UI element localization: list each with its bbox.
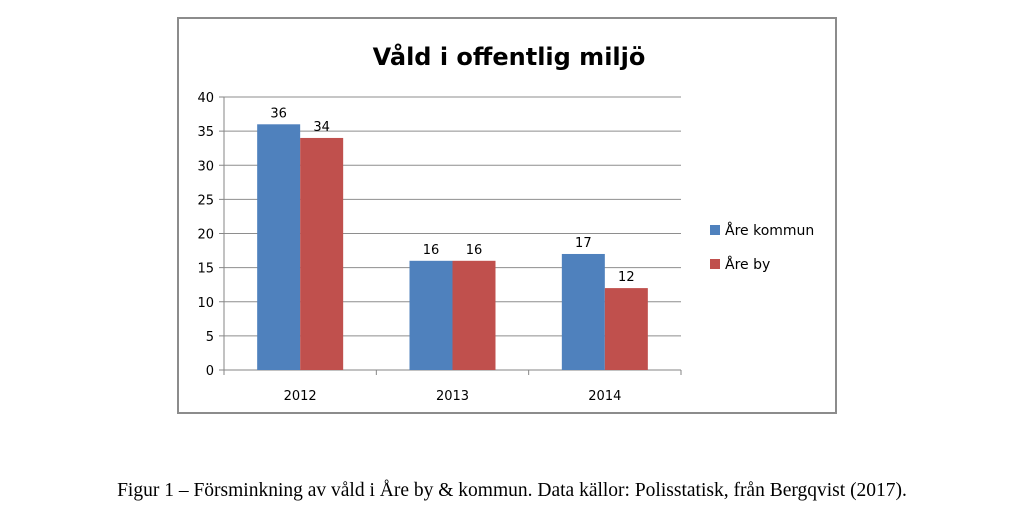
legend-label: Åre kommun xyxy=(725,222,814,239)
y-tick-label: 40 xyxy=(197,91,214,106)
x-tick-label: 2014 xyxy=(588,389,621,404)
data-label: 12 xyxy=(618,270,635,285)
data-label: 34 xyxy=(313,120,330,135)
y-tick-label: 35 xyxy=(197,125,214,140)
y-tick-label: 20 xyxy=(197,228,214,243)
bar-chart: Våld i offentlig miljö 0 5 10 15 20 25 30 35 40 3… xyxy=(197,42,814,404)
bar xyxy=(604,288,648,370)
bar xyxy=(561,253,605,370)
x-tick-label: 2013 xyxy=(436,389,469,404)
y-tick-label: 15 xyxy=(197,262,214,277)
bar xyxy=(300,137,344,370)
y-tick-label: 25 xyxy=(197,193,214,208)
bar xyxy=(409,260,453,370)
y-tick-label: 5 xyxy=(206,330,214,345)
data-label: 17 xyxy=(575,236,592,251)
figure-caption: Figur 1 – Försminkning av våld i Åre by … xyxy=(117,480,907,501)
y-tick-label: 30 xyxy=(197,159,214,174)
x-tick-label: 2012 xyxy=(284,389,317,404)
y-tick-label: 10 xyxy=(197,296,214,311)
legend-label: Åre by xyxy=(725,256,770,273)
legend-swatch xyxy=(710,225,720,235)
y-tick-label: 0 xyxy=(206,364,214,379)
data-label: 36 xyxy=(270,106,287,121)
data-label: 16 xyxy=(466,243,483,258)
chart-title: Våld i offentlig miljö xyxy=(373,42,646,71)
chart-frame: Våld i offentlig miljö 0 5 10 15 20 25 30 35 40 3… xyxy=(177,17,837,414)
bar xyxy=(452,260,496,370)
legend-swatch xyxy=(710,259,720,269)
data-label: 16 xyxy=(423,243,440,258)
bar xyxy=(257,124,301,370)
